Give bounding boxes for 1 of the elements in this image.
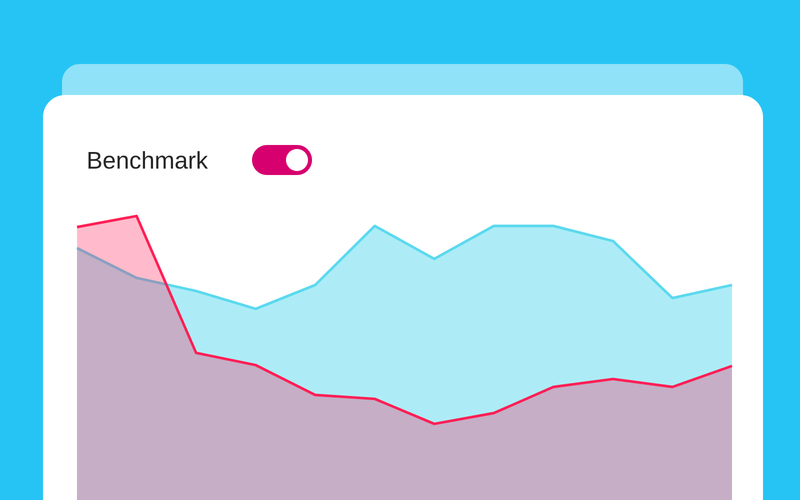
chart-title: Benchmark [88, 151, 208, 169]
